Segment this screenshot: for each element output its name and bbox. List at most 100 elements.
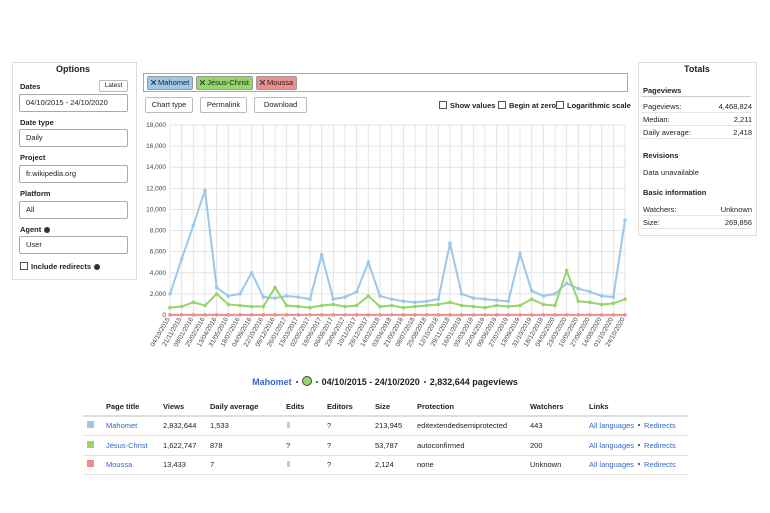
cell: ? [327,440,332,450]
divider [641,125,751,126]
chip[interactable]: Mahomet [147,76,194,90]
permalink-button[interactable]: Permalink [200,97,247,113]
series-line [169,267,626,309]
link[interactable]: All languages [589,421,635,430]
point [518,303,522,308]
chart: 0 2,000 4,000 6,000 8,000 10,000 12,000 14,000 1… [146,122,627,348]
dates-input[interactable]: 04/10/2015 - 24/10/2020 [19,94,128,112]
point [284,313,289,317]
help-icon[interactable] [94,264,101,270]
cell: 443 [530,421,543,430]
point [529,297,534,301]
point [203,313,207,317]
column-header: Views [163,402,185,411]
checkbox[interactable] [439,101,447,109]
link[interactable]: All languages [589,440,635,450]
agent-select[interactable]: User [19,236,128,254]
point [319,303,324,308]
point [413,300,417,305]
cell: 213,945 [375,421,403,430]
point [541,294,546,298]
project-input[interactable]: fr.wikipedia.org [19,165,128,183]
chip[interactable]: Moussa [255,76,298,90]
checkbox[interactable] [556,101,564,109]
link[interactable]: Redirects [644,421,676,430]
date-type-select[interactable]: Daily [19,129,128,147]
point [168,313,172,317]
point [401,299,406,304]
links: All languages Redirects [589,421,676,430]
cell: autoconfirmed [417,440,465,450]
remove-icon[interactable] [150,79,157,86]
y-tick-label: 10,000 [146,206,166,213]
separator [423,381,426,383]
point [529,288,534,293]
column-header: Editors [327,402,353,411]
dates: 04/10/2015 - 24/10/2020 [321,377,420,387]
chip-input[interactable]: Mahomet Jésus-Christ Moussa [143,73,628,92]
divider [641,112,751,113]
cell: 53,787 [375,440,398,450]
latest-button[interactable]: Latest [99,80,128,92]
label: Platform [20,189,51,198]
point [623,297,627,301]
point [424,299,429,304]
chart-type-button[interactable]: Chart type [145,97,193,113]
point [296,304,301,309]
point [168,305,172,310]
totals-panel [638,62,757,236]
remove-icon[interactable] [259,79,266,86]
point [203,188,207,193]
link[interactable]: Redirects [644,440,676,450]
point [506,304,511,309]
cell[interactable]: Jésus-Christ [106,440,148,450]
checkbox[interactable] [498,101,506,109]
total-value: 4,468,824 [718,102,752,111]
point [599,294,604,298]
point [576,299,581,304]
cell[interactable]: Moussa [106,460,133,469]
platform-select[interactable]: All [19,201,128,219]
page-name[interactable]: Mahomet [252,377,292,387]
links: All languages Redirects [589,441,676,450]
point [471,296,476,300]
point [611,301,616,306]
label: Logarithmic scale [567,101,631,110]
column-header: Page title [106,402,140,411]
separator [638,424,641,426]
point [366,313,371,317]
remove-icon[interactable] [199,79,206,86]
point [623,218,627,222]
point [389,297,394,301]
cell: 13,433 [163,460,186,469]
label: Show values [450,101,496,110]
point [483,297,487,301]
checkbox[interactable] [20,262,28,270]
total-label: Watchers: [643,205,677,214]
point [249,304,254,309]
point [249,313,254,317]
point [541,302,546,307]
column-header: Size [375,402,391,411]
point [214,292,219,296]
help-icon[interactable] [44,227,51,233]
point [238,313,242,317]
point [611,313,616,317]
link[interactable]: Redirects [644,460,676,469]
divider [641,215,751,216]
point [331,313,336,317]
label: Begin at zero [509,101,557,110]
cell[interactable]: Mahomet [106,421,138,430]
point [588,313,592,317]
chip[interactable]: Jésus-Christ [196,76,253,90]
point [261,313,266,317]
point [483,305,487,310]
point [459,313,464,317]
point [191,300,196,305]
download-button[interactable]: Download [254,97,307,113]
link[interactable]: All languages [589,460,635,469]
y-tick-label: 16,000 [146,143,166,150]
point [518,313,522,317]
cell: 2,124 [375,460,394,469]
